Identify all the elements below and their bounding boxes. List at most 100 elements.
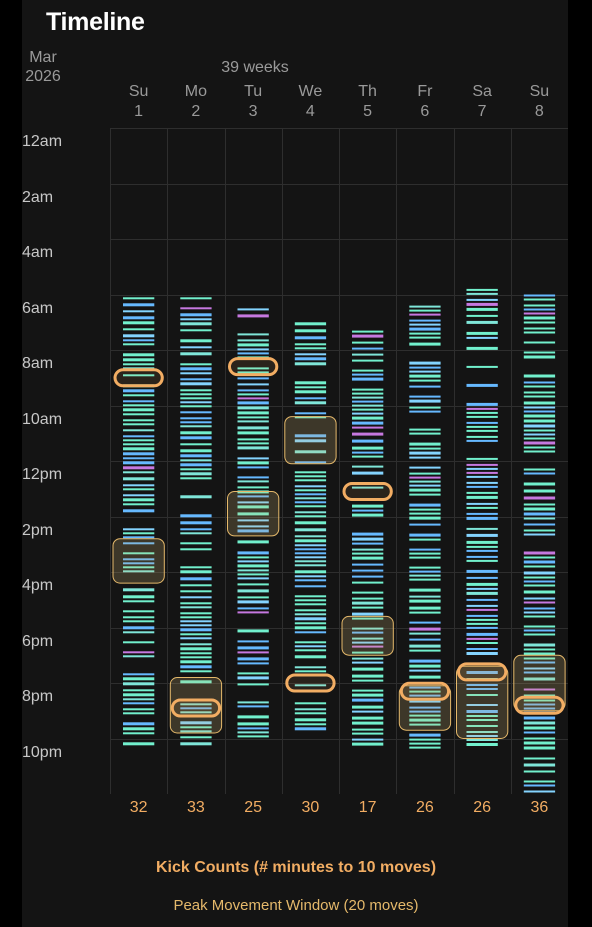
kick-count-value[interactable]: 33 [186,799,205,816]
movement-tick [352,742,384,746]
movement-tick [466,467,498,470]
movement-tick [352,738,384,741]
movement-tick [123,673,155,676]
movement-tick [523,667,556,670]
movement-tick [523,381,556,384]
movement-tick [466,743,498,746]
movement-tick [352,537,384,541]
movement-tick [523,677,556,681]
peak-movement-window[interactable] [169,677,223,734]
kick-count-marker[interactable] [457,662,508,682]
kick-count-marker[interactable] [228,357,279,377]
movement-tick [237,343,269,347]
movement-tick [294,548,327,551]
movement-tick [294,702,327,705]
movement-tick [123,542,155,545]
movement-tick [352,432,384,436]
movement-tick [180,602,212,605]
movement-tick [352,396,384,399]
hour-label: 4pm [22,577,54,594]
movement-tick [180,707,212,710]
timeline-grid[interactable] [110,128,568,794]
kick-count-marker[interactable] [399,681,451,701]
movement-tick [352,601,384,605]
movement-tick [294,479,327,482]
movement-tick [294,539,327,543]
movement-tick [409,621,441,624]
movement-tick [523,489,556,493]
movement-tick [180,367,212,371]
kick-count-marker[interactable] [113,368,164,388]
movement-tick [466,346,498,350]
movement-tick [180,454,212,458]
kick-count-marker[interactable] [342,482,393,501]
movement-tick [180,711,212,714]
kick-count-marker[interactable] [170,698,222,718]
movement-tick [123,570,155,573]
kick-count-value[interactable]: 26 [473,799,492,816]
movement-tick [294,528,327,532]
movement-tick [180,570,212,574]
movement-tick [180,620,212,623]
kick-count-value[interactable]: 32 [129,799,148,816]
movement-tick [466,735,498,737]
kick-count-value[interactable]: 17 [358,799,377,816]
day-of-week: Su [128,83,149,100]
kick-count-value[interactable]: 30 [301,799,320,816]
movement-tick [352,645,384,648]
movement-tick [180,372,212,375]
movement-tick [352,612,384,616]
movement-tick [352,631,384,634]
movement-tick [466,425,498,428]
movement-tick [123,655,155,658]
movement-tick [180,647,212,651]
peak-movement-window[interactable] [398,685,452,731]
kick-count-value[interactable]: 26 [415,799,434,816]
movement-tick [466,512,498,515]
movement-tick [466,648,498,650]
kick-count-marker[interactable] [514,695,565,715]
kick-count-marker[interactable] [285,673,336,693]
movement-tick [409,305,441,308]
movement-tick [180,329,212,332]
movement-tick [523,433,556,436]
movement-tick [180,495,212,499]
movement-tick [466,694,498,696]
movement-tick [409,508,441,511]
movement-tick [409,512,441,515]
movement-tick [180,548,212,551]
movement-tick [466,569,498,573]
movement-tick [180,352,212,356]
kick-count-value[interactable]: 36 [530,799,549,816]
movement-tick [294,641,327,644]
movement-tick [180,703,212,706]
movement-tick [294,343,327,346]
movement-tick [409,714,441,717]
movement-tick [352,637,384,640]
peak-movement-window[interactable] [284,416,337,465]
movement-tick [180,405,212,408]
movement-tick [180,431,212,435]
kick-count-value[interactable]: 25 [244,799,263,816]
month-year-label: Mar 2026 [22,48,64,86]
movement-tick [180,307,212,310]
peak-movement-window[interactable] [456,665,509,739]
movement-tick [180,477,212,480]
movement-tick [352,617,384,620]
movement-tick [294,353,327,356]
hour-label: 10am [22,410,63,428]
movement-tick [180,628,212,632]
movement-tick [523,419,556,423]
movement-tick [466,495,498,499]
peak-movement-window[interactable] [112,538,165,584]
movement-tick [523,790,556,793]
movement-tick [523,590,556,594]
movement-tick [352,732,384,735]
movement-tick [409,632,441,635]
movement-tick [466,439,498,442]
movement-tick [523,625,556,628]
movement-tick [123,334,155,338]
peak-movement-window[interactable] [341,615,394,656]
peak-movement-window[interactable] [227,491,280,537]
movement-tick [180,532,212,535]
